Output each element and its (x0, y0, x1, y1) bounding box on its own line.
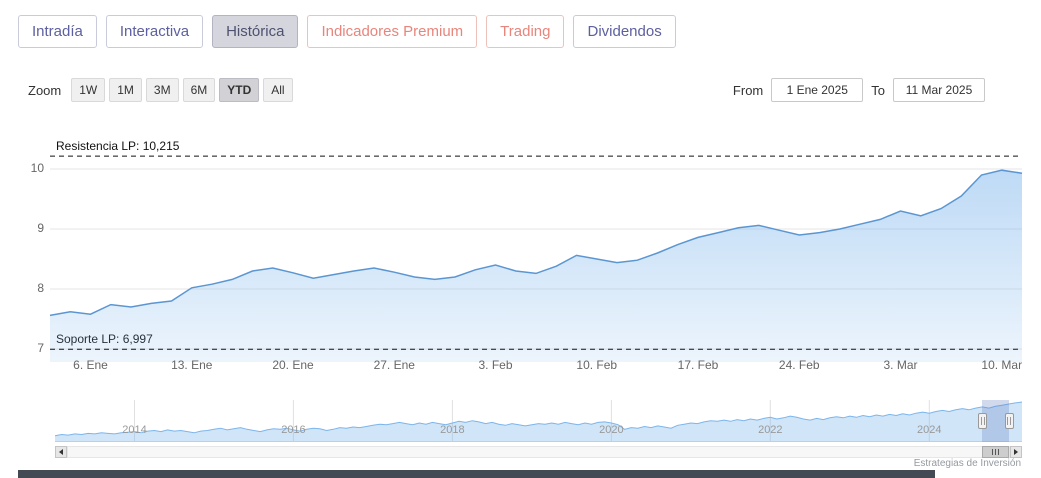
scrollbar-track[interactable] (67, 446, 1010, 458)
scrollbar-thumb[interactable] (982, 446, 1009, 458)
zoom-button-all[interactable]: All (263, 78, 293, 102)
zoom-buttons: 1W 1M 3M 6M YTD All (71, 78, 293, 102)
zoom-label: Zoom (28, 82, 62, 98)
tab-historica[interactable]: Histórica (212, 15, 299, 48)
navigator-chart[interactable] (54, 400, 1023, 442)
from-date-input[interactable] (771, 78, 864, 102)
tab-trading[interactable]: Trading (486, 15, 565, 48)
bottom-bar (18, 470, 935, 478)
navigator-left-handle[interactable] (978, 413, 988, 429)
zoom-button-ytd[interactable]: YTD (219, 78, 260, 102)
zoom-button-3m[interactable]: 3M (145, 78, 179, 102)
tab-interactiva[interactable]: Interactiva (105, 15, 204, 48)
scrollbar-right-arrow-icon (1014, 449, 1018, 455)
zoom-button-1w[interactable]: 1W (71, 78, 106, 102)
tab-intradia[interactable]: Intradía (18, 15, 97, 48)
y-axis-label-7: 7 (37, 340, 44, 355)
navigator-right-handle[interactable] (1004, 413, 1014, 429)
resistance-label: Resistencia LP: 10,215 (56, 139, 180, 154)
from-label: From (732, 82, 764, 98)
scrollbar-left-arrow-icon (59, 449, 63, 455)
zoom-button-1m[interactable]: 1M (109, 78, 142, 102)
y-axis-label-10: 10 (30, 160, 44, 175)
scrollbar-left-button[interactable] (55, 446, 67, 458)
tab-dividendos[interactable]: Dividendos (573, 15, 676, 48)
tab-indicadores-premium[interactable]: Indicadores Premium (307, 15, 478, 48)
to-date-input[interactable] (893, 78, 985, 102)
watermark-credit: Estrategias de Inversión (913, 458, 1021, 469)
scrollbar-right-button[interactable] (1010, 446, 1022, 458)
to-label: To (871, 82, 885, 98)
y-axis-label-9: 9 (37, 220, 44, 235)
price-area-chart (49, 155, 1023, 362)
zoom-button-6m[interactable]: 6M (182, 78, 216, 102)
tabs-row: Intradía Interactiva Histórica Indicadores … (18, 15, 676, 48)
y-axis-label-8: 8 (37, 280, 44, 295)
